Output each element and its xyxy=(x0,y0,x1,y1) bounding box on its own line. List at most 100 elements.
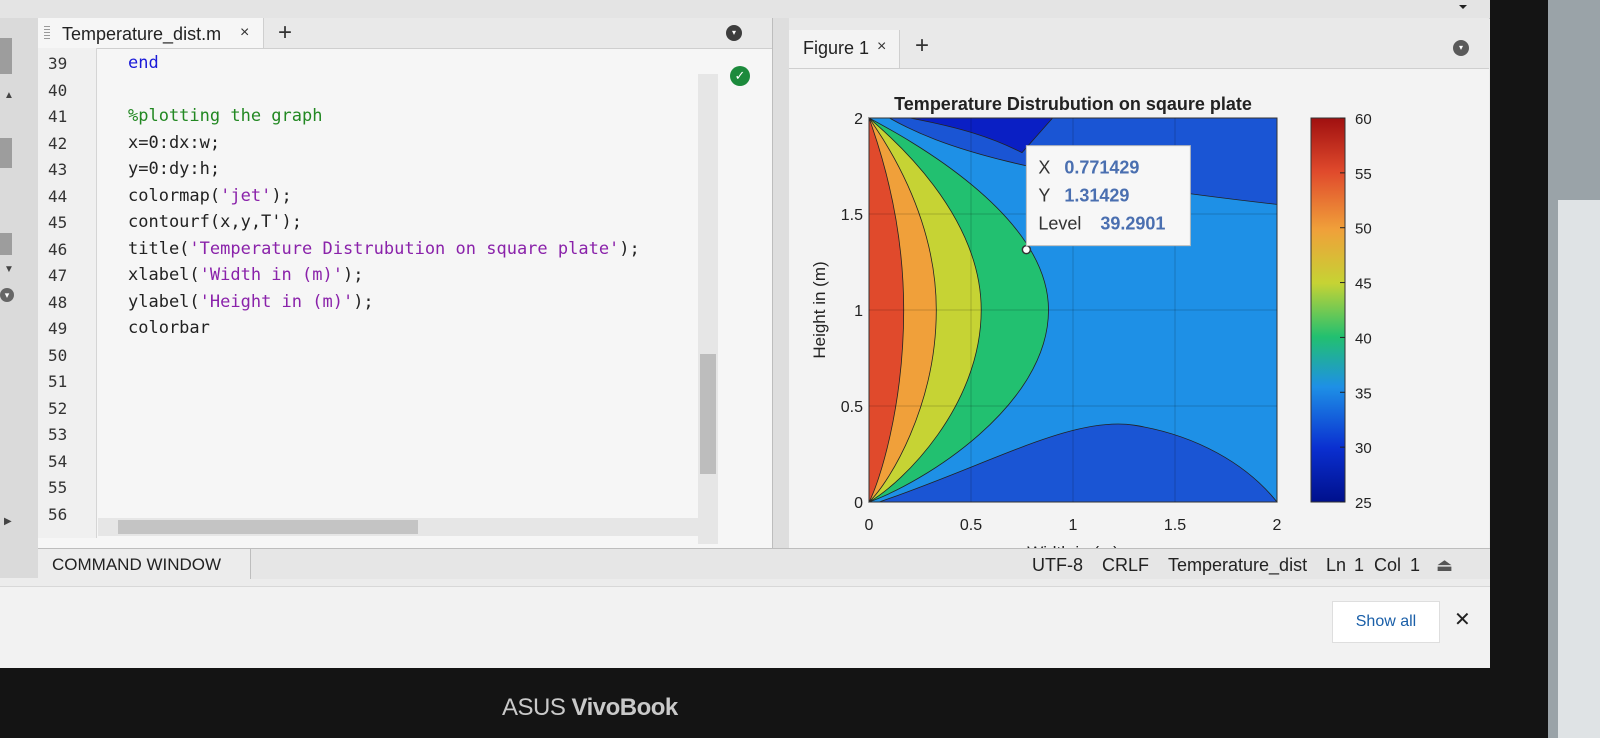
scrollbar-thumb[interactable] xyxy=(700,354,716,474)
eject-icon[interactable]: ⏏ xyxy=(1436,555,1454,575)
x-tick-label: 1.5 xyxy=(1164,517,1186,534)
code-line[interactable]: title('Temperature Distrubution on squar… xyxy=(128,239,640,259)
figure-panel: Figure 1 × + ▾ 0 0.5 1 1.5 2 0 0.5 1 1.5 2 Tempera… xyxy=(789,18,1489,548)
line-number: 56 xyxy=(48,504,68,524)
code-line[interactable]: %plotting the graph xyxy=(128,106,322,126)
column-label: Col xyxy=(1374,555,1402,575)
colorbar xyxy=(1310,117,1346,503)
code-line[interactable]: contourf(x,y,T'); xyxy=(128,212,302,232)
datatip-label: Level xyxy=(1038,214,1081,234)
tab-figure-1[interactable]: Figure 1 × xyxy=(789,30,900,68)
check-icon[interactable]: ✓ xyxy=(730,66,750,86)
contour-band xyxy=(879,423,1278,503)
code-line[interactable]: colormap('jet'); xyxy=(128,186,292,206)
colorbar-tick-label: 55 xyxy=(1355,166,1372,183)
line-number: 42 xyxy=(48,133,68,153)
code-token: colormap( xyxy=(128,185,221,206)
y-tick-label: 0 xyxy=(854,495,863,512)
colorbar-tick-label: 35 xyxy=(1355,385,1372,402)
arrow-right-icon[interactable]: ▶ xyxy=(4,516,12,527)
code-line[interactable]: y=0:dy:h; xyxy=(128,159,220,179)
code-token: ); xyxy=(353,291,374,312)
code-token: contourf(x,y,T'); xyxy=(128,212,302,232)
top-toolbar-strip xyxy=(0,0,1490,19)
colorbar-tick-label: 50 xyxy=(1355,221,1372,238)
line-number: 51 xyxy=(48,372,68,391)
sidebar-marker xyxy=(0,38,12,74)
contour-band xyxy=(868,117,905,503)
figure-tab-bar: Figure 1 × + ▾ xyxy=(789,18,1489,69)
datatip-label: X xyxy=(1038,158,1050,178)
sidebar-marker xyxy=(0,138,12,168)
line-number: 46 xyxy=(48,239,68,259)
code-token: colorbar xyxy=(128,318,210,338)
status-bar: COMMAND WINDOW UTF-8 CRLF Temperature_di… xyxy=(38,548,1490,579)
panel-menu-icon[interactable]: ▾ xyxy=(726,25,742,41)
code-token: 'Width in (m)' xyxy=(199,265,343,285)
line-number: 53 xyxy=(48,425,68,444)
code-token: xlabel( xyxy=(128,265,200,285)
brand-prefix: ASUS xyxy=(502,694,566,721)
line-number-gutter xyxy=(38,48,97,538)
line-number: 54 xyxy=(48,451,68,471)
add-figure-button[interactable]: + xyxy=(915,32,930,59)
close-icon[interactable]: × xyxy=(240,24,250,41)
editor-tab-bar: Temperature_dist.m × + ▾ xyxy=(38,18,772,49)
x-tick-label: 0.5 xyxy=(960,517,982,534)
background-right-paper xyxy=(1558,200,1600,738)
scrollbar-thumb[interactable] xyxy=(118,520,418,534)
code-line[interactable]: end xyxy=(128,53,159,73)
line-number: 39 xyxy=(48,54,68,73)
datatip-box xyxy=(1025,145,1191,247)
y-tick-label: 1.5 xyxy=(841,207,863,224)
encoding-indicator[interactable]: UTF-8 xyxy=(1032,555,1083,575)
line-number: 49 xyxy=(48,319,68,338)
column-number: 1 xyxy=(1410,555,1421,575)
close-icon[interactable]: ✕ xyxy=(1454,609,1471,631)
brand-name: VivoBook xyxy=(571,694,679,721)
contour-band xyxy=(909,117,1054,154)
drag-grip-icon[interactable] xyxy=(44,26,50,40)
code-line[interactable]: ylabel('Height in (m)'); xyxy=(128,292,374,312)
axes-frame xyxy=(868,117,1278,503)
code-token: ); xyxy=(619,238,640,259)
tab-temperature-dist[interactable]: Temperature_dist.m × xyxy=(38,18,264,48)
code-line[interactable]: xlabel('Width in (m)'); xyxy=(128,265,363,285)
colorbar-tick-label: 60 xyxy=(1355,111,1372,128)
code-line[interactable]: x=0:dx:w; xyxy=(128,133,220,153)
panel-menu-icon[interactable]: ▾ xyxy=(0,288,14,302)
line-ending-indicator[interactable]: CRLF xyxy=(1102,555,1150,575)
close-icon[interactable]: × xyxy=(877,38,887,55)
vertical-scrollbar[interactable] xyxy=(698,74,718,544)
contour-chart[interactable]: 0 0.5 1 1.5 2 0 0.5 1 1.5 2 Temperature Distrubuti… xyxy=(789,68,1489,548)
show-all-button[interactable]: Show all xyxy=(1332,601,1440,643)
notification-bar: Show all ✕ xyxy=(0,586,1490,668)
datatip-value: 39.2901 xyxy=(1100,214,1165,234)
panel-menu-icon[interactable]: ▾ xyxy=(1453,40,1469,56)
figure-tab-title: Figure 1 xyxy=(803,38,870,58)
code-line[interactable]: colorbar xyxy=(128,318,210,338)
chart-title: Temperature Distrubution on sqaure plate xyxy=(894,94,1252,114)
sidebar-marker xyxy=(0,233,12,255)
command-window-tab[interactable]: COMMAND WINDOW xyxy=(38,549,251,579)
code-token: title( xyxy=(128,238,190,259)
x-tick-label: 0 xyxy=(865,517,874,534)
y-axis-label: Height in (m) xyxy=(810,261,829,358)
arrow-down-icon[interactable]: ▼ xyxy=(4,264,14,275)
line-number: 55 xyxy=(48,478,68,497)
file-name-indicator: Temperature_dist xyxy=(1168,555,1308,575)
code-token: ); xyxy=(271,185,292,206)
panel-divider[interactable] xyxy=(772,18,790,548)
left-sidebar-strip: ▲ ▼ ▾ ▶ xyxy=(0,18,39,578)
add-tab-button[interactable]: + xyxy=(278,19,293,46)
chevron-down-icon[interactable] xyxy=(1458,2,1468,12)
line-number: 40 xyxy=(48,80,68,100)
datatip-value: 0.771429 xyxy=(1064,158,1139,178)
line-number: 47 xyxy=(48,266,68,285)
colorbar-tick-label: 40 xyxy=(1355,330,1372,347)
horizontal-scrollbar[interactable] xyxy=(98,518,718,536)
line-number: 44 xyxy=(48,186,68,206)
arrow-up-icon[interactable]: ▲ xyxy=(4,90,14,101)
code-token: 'Height in (m)' xyxy=(199,291,354,312)
x-tick-label: 1 xyxy=(1069,517,1078,534)
